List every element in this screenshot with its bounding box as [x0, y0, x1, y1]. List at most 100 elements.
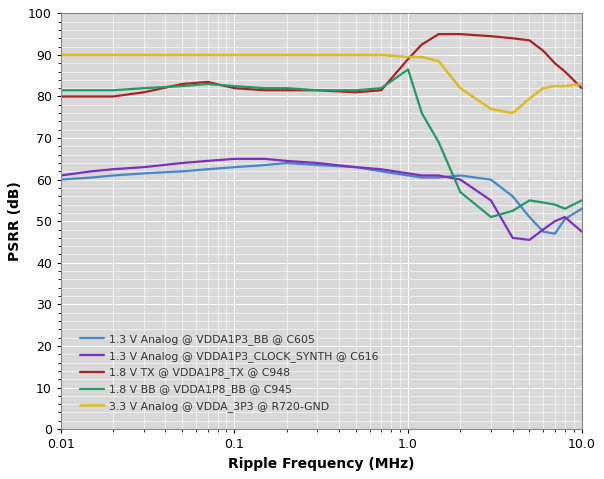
3.3 V Analog @ VDDA_3P3 @ R720-GND [352, 52, 359, 58]
1.8 V BB @ VDDA1P8_BB @ C945 [204, 81, 211, 87]
Y-axis label: PSRR (dB): PSRR (dB) [8, 181, 22, 261]
1.8 V BB @ VDDA1P8_BB @ C945 [509, 208, 516, 214]
1.3 V Analog @ VDDA1P3_BB @ C605 [457, 172, 464, 178]
1.3 V Analog @ VDDA1P3_BB @ C605 [551, 231, 559, 237]
3.3 V Analog @ VDDA_3P3 @ R720-GND [109, 52, 117, 58]
1.3 V Analog @ VDDA1P3_CLOCK_SYNTH @ C616 [509, 235, 516, 241]
1.3 V Analog @ VDDA1P3_BB @ C605 [405, 172, 412, 178]
3.3 V Analog @ VDDA_3P3 @ R720-GND [405, 54, 412, 60]
1.3 V Analog @ VDDA1P3_BB @ C605 [435, 175, 442, 181]
1.3 V Analog @ VDDA1P3_BB @ C605 [57, 177, 65, 182]
1.8 V BB @ VDDA1P8_BB @ C945 [578, 197, 585, 203]
1.3 V Analog @ VDDA1P3_BB @ C605 [283, 160, 291, 166]
1.3 V Analog @ VDDA1P3_CLOCK_SYNTH @ C616 [204, 158, 211, 164]
1.8 V BB @ VDDA1P8_BB @ C945 [418, 110, 425, 116]
1.3 V Analog @ VDDA1P3_CLOCK_SYNTH @ C616 [57, 172, 65, 178]
3.3 V Analog @ VDDA_3P3 @ R720-GND [262, 52, 269, 58]
1.8 V TX @ VDDA1P8_TX @ C948 [551, 60, 559, 66]
1.8 V TX @ VDDA1P8_TX @ C948 [313, 87, 321, 93]
1.8 V BB @ VDDA1P8_BB @ C945 [561, 206, 568, 212]
1.3 V Analog @ VDDA1P3_CLOCK_SYNTH @ C616 [551, 218, 559, 224]
1.8 V TX @ VDDA1P8_TX @ C948 [561, 68, 568, 74]
1.8 V BB @ VDDA1P8_BB @ C945 [457, 189, 464, 195]
1.8 V BB @ VDDA1P8_BB @ C945 [88, 87, 95, 93]
3.3 V Analog @ VDDA_3P3 @ R720-GND [57, 52, 65, 58]
1.8 V TX @ VDDA1P8_TX @ C948 [509, 35, 516, 41]
1.3 V Analog @ VDDA1P3_CLOCK_SYNTH @ C616 [405, 171, 412, 176]
Line: 1.8 V BB @ VDDA1P8_BB @ C945: 1.8 V BB @ VDDA1P8_BB @ C945 [61, 69, 582, 217]
1.8 V TX @ VDDA1P8_TX @ C948 [457, 31, 464, 37]
1.3 V Analog @ VDDA1P3_BB @ C605 [352, 164, 359, 170]
1.8 V TX @ VDDA1P8_TX @ C948 [578, 85, 585, 91]
3.3 V Analog @ VDDA_3P3 @ R720-GND [179, 52, 186, 58]
1.8 V BB @ VDDA1P8_BB @ C945 [262, 85, 269, 91]
3.3 V Analog @ VDDA_3P3 @ R720-GND [204, 52, 211, 58]
1.3 V Analog @ VDDA1P3_CLOCK_SYNTH @ C616 [526, 237, 533, 243]
1.8 V BB @ VDDA1P8_BB @ C945 [179, 83, 186, 89]
1.3 V Analog @ VDDA1P3_BB @ C605 [109, 172, 117, 178]
1.8 V BB @ VDDA1P8_BB @ C945 [57, 87, 65, 93]
1.8 V TX @ VDDA1P8_TX @ C948 [487, 34, 495, 39]
1.8 V TX @ VDDA1P8_TX @ C948 [435, 31, 442, 37]
1.8 V BB @ VDDA1P8_BB @ C945 [551, 202, 559, 207]
1.3 V Analog @ VDDA1P3_CLOCK_SYNTH @ C616 [283, 158, 291, 164]
1.3 V Analog @ VDDA1P3_CLOCK_SYNTH @ C616 [435, 172, 442, 178]
1.3 V Analog @ VDDA1P3_CLOCK_SYNTH @ C616 [231, 156, 238, 162]
1.3 V Analog @ VDDA1P3_CLOCK_SYNTH @ C616 [457, 177, 464, 182]
1.3 V Analog @ VDDA1P3_CLOCK_SYNTH @ C616 [418, 172, 425, 178]
1.3 V Analog @ VDDA1P3_BB @ C605 [179, 169, 186, 174]
3.3 V Analog @ VDDA_3P3 @ R720-GND [140, 52, 147, 58]
3.3 V Analog @ VDDA_3P3 @ R720-GND [578, 81, 585, 87]
1.8 V BB @ VDDA1P8_BB @ C945 [283, 85, 291, 91]
3.3 V Analog @ VDDA_3P3 @ R720-GND [526, 96, 533, 102]
1.8 V BB @ VDDA1P8_BB @ C945 [526, 197, 533, 203]
1.3 V Analog @ VDDA1P3_BB @ C605 [140, 171, 147, 176]
3.3 V Analog @ VDDA_3P3 @ R720-GND [457, 85, 464, 91]
Line: 1.3 V Analog @ VDDA1P3_CLOCK_SYNTH @ C616: 1.3 V Analog @ VDDA1P3_CLOCK_SYNTH @ C61… [61, 159, 582, 240]
X-axis label: Ripple Frequency (MHz): Ripple Frequency (MHz) [228, 456, 414, 471]
1.8 V BB @ VDDA1P8_BB @ C945 [352, 87, 359, 93]
1.8 V TX @ VDDA1P8_TX @ C948 [539, 48, 547, 54]
1.3 V Analog @ VDDA1P3_BB @ C605 [526, 214, 533, 220]
Line: 1.3 V Analog @ VDDA1P3_BB @ C605: 1.3 V Analog @ VDDA1P3_BB @ C605 [61, 163, 582, 234]
1.8 V TX @ VDDA1P8_TX @ C948 [88, 93, 95, 99]
1.8 V TX @ VDDA1P8_TX @ C948 [405, 56, 412, 62]
1.3 V Analog @ VDDA1P3_BB @ C605 [418, 175, 425, 181]
1.3 V Analog @ VDDA1P3_CLOCK_SYNTH @ C616 [179, 160, 186, 166]
1.8 V BB @ VDDA1P8_BB @ C945 [109, 87, 117, 93]
1.8 V TX @ VDDA1P8_TX @ C948 [526, 37, 533, 43]
1.3 V Analog @ VDDA1P3_CLOCK_SYNTH @ C616 [88, 169, 95, 174]
3.3 V Analog @ VDDA_3P3 @ R720-GND [435, 58, 442, 64]
1.3 V Analog @ VDDA1P3_BB @ C605 [487, 177, 495, 182]
3.3 V Analog @ VDDA_3P3 @ R720-GND [231, 52, 238, 58]
1.3 V Analog @ VDDA1P3_BB @ C605 [509, 194, 516, 199]
1.3 V Analog @ VDDA1P3_CLOCK_SYNTH @ C616 [487, 197, 495, 203]
1.3 V Analog @ VDDA1P3_BB @ C605 [578, 206, 585, 212]
1.3 V Analog @ VDDA1P3_CLOCK_SYNTH @ C616 [561, 214, 568, 220]
1.8 V BB @ VDDA1P8_BB @ C945 [435, 139, 442, 145]
1.3 V Analog @ VDDA1P3_BB @ C605 [88, 175, 95, 181]
1.8 V BB @ VDDA1P8_BB @ C945 [378, 85, 385, 91]
1.8 V TX @ VDDA1P8_TX @ C948 [179, 81, 186, 87]
1.8 V BB @ VDDA1P8_BB @ C945 [313, 87, 321, 93]
1.3 V Analog @ VDDA1P3_CLOCK_SYNTH @ C616 [140, 164, 147, 170]
1.8 V TX @ VDDA1P8_TX @ C948 [57, 93, 65, 99]
3.3 V Analog @ VDDA_3P3 @ R720-GND [539, 85, 547, 91]
1.8 V TX @ VDDA1P8_TX @ C948 [378, 87, 385, 93]
1.8 V TX @ VDDA1P8_TX @ C948 [140, 90, 147, 95]
3.3 V Analog @ VDDA_3P3 @ R720-GND [88, 52, 95, 58]
1.8 V BB @ VDDA1P8_BB @ C945 [539, 200, 547, 205]
1.3 V Analog @ VDDA1P3_BB @ C605 [378, 169, 385, 174]
1.8 V TX @ VDDA1P8_TX @ C948 [283, 87, 291, 93]
3.3 V Analog @ VDDA_3P3 @ R720-GND [283, 52, 291, 58]
3.3 V Analog @ VDDA_3P3 @ R720-GND [487, 106, 495, 112]
3.3 V Analog @ VDDA_3P3 @ R720-GND [561, 83, 568, 89]
1.3 V Analog @ VDDA1P3_CLOCK_SYNTH @ C616 [109, 166, 117, 172]
3.3 V Analog @ VDDA_3P3 @ R720-GND [313, 52, 321, 58]
1.8 V BB @ VDDA1P8_BB @ C945 [140, 85, 147, 91]
1.8 V TX @ VDDA1P8_TX @ C948 [204, 79, 211, 85]
1.3 V Analog @ VDDA1P3_BB @ C605 [231, 164, 238, 170]
1.3 V Analog @ VDDA1P3_CLOCK_SYNTH @ C616 [539, 227, 547, 232]
1.8 V TX @ VDDA1P8_TX @ C948 [109, 93, 117, 99]
Line: 1.8 V TX @ VDDA1P8_TX @ C948: 1.8 V TX @ VDDA1P8_TX @ C948 [61, 34, 582, 96]
